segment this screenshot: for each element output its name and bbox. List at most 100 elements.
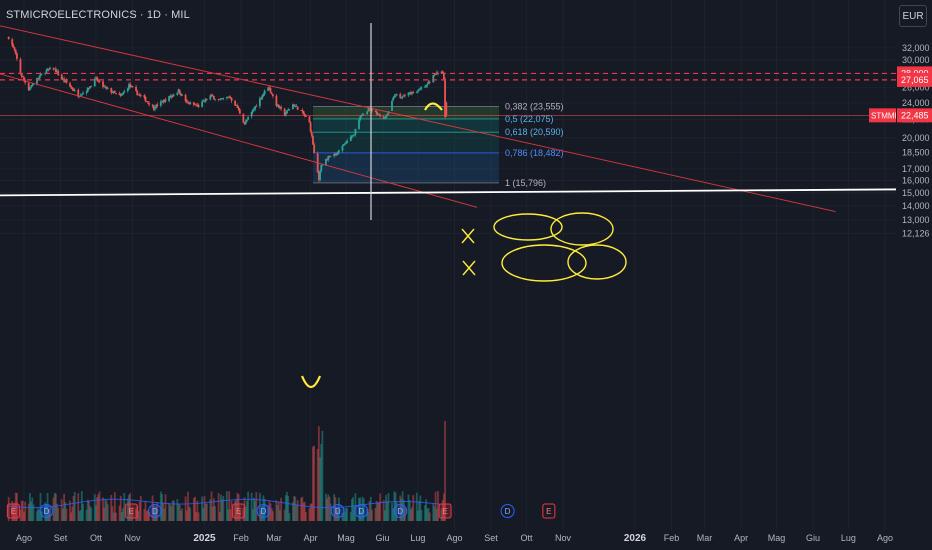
candle-body <box>148 103 150 105</box>
volume-bar <box>144 501 147 521</box>
volume-bar <box>195 511 198 521</box>
volume-bar <box>371 509 373 521</box>
candle-body <box>12 45 15 48</box>
candle-body <box>312 135 314 145</box>
volume-bar <box>294 496 297 521</box>
candle-body <box>415 91 418 93</box>
event-marker-label: E <box>11 507 16 516</box>
volume-bar <box>400 498 403 521</box>
volume-bar <box>80 491 83 521</box>
candle-body <box>334 154 337 156</box>
x-axis[interactable]: Ago Set Ott Nov 2025 Feb Mar Apr Mag Giu Lug Ago Set… <box>0 530 932 550</box>
candle-body <box>146 101 149 103</box>
volume-bar <box>359 497 362 521</box>
volume-bar <box>418 501 421 521</box>
volume-bar <box>104 499 107 521</box>
candle-body <box>333 154 336 157</box>
volume-bar <box>37 508 40 521</box>
volume-bar <box>425 499 428 521</box>
candle-body <box>102 81 104 87</box>
candle-body <box>262 93 265 97</box>
volume-bar <box>222 496 225 521</box>
candle-body <box>137 94 140 96</box>
candle-body <box>269 88 272 93</box>
candle-body <box>129 83 132 87</box>
volume-bar <box>95 505 97 521</box>
volume-bar <box>138 501 141 521</box>
x-tick-label: Ago <box>446 533 462 543</box>
volume-bar <box>79 510 82 521</box>
volume-bar <box>130 510 133 521</box>
level-price-badge <box>897 72 932 87</box>
volume-bar <box>420 509 423 521</box>
candle-body <box>444 78 446 118</box>
volume-bar <box>393 491 396 521</box>
volume-bar <box>205 503 208 521</box>
volume-bar <box>341 512 344 521</box>
candle-body <box>283 108 286 116</box>
candle-body <box>401 96 404 98</box>
candle-body <box>235 105 238 106</box>
volume-bar <box>320 443 323 521</box>
volume-bar <box>404 508 406 521</box>
volume-bar <box>203 495 206 521</box>
volume-bar <box>329 503 332 521</box>
candle-body <box>238 109 241 114</box>
y-tick-label: 32,000 <box>902 43 930 53</box>
volume-bar <box>302 502 305 521</box>
volume-bar <box>234 501 237 521</box>
candle-body <box>304 116 307 118</box>
fib-level-label: 0,618 (20,590) <box>505 127 564 137</box>
volume-bar <box>270 508 273 521</box>
candle-body <box>181 94 183 96</box>
candle-body <box>341 145 344 151</box>
candle-body <box>49 67 51 70</box>
candle-body <box>169 96 172 98</box>
currency-button[interactable]: EUR <box>899 5 927 27</box>
candle-body <box>170 95 173 98</box>
fib-band <box>313 152 499 183</box>
candle-body <box>23 77 25 80</box>
candle-body <box>300 110 303 111</box>
volume-bar <box>321 430 324 521</box>
candle-body <box>218 98 221 100</box>
volume-bar <box>27 503 30 521</box>
volume-bar <box>338 497 340 521</box>
candle-body <box>371 108 373 111</box>
event-marker-label: E <box>546 507 551 516</box>
candle-body <box>338 150 340 153</box>
volume-bar <box>93 494 96 521</box>
candle-body <box>236 105 239 108</box>
x-tick-label: Ago <box>877 533 893 543</box>
candle-body <box>119 94 122 96</box>
volume-bar <box>237 494 240 521</box>
candle-body <box>343 143 346 145</box>
volume-bar <box>188 506 191 521</box>
volume-bar <box>433 506 436 521</box>
volume-average-line <box>7 498 441 509</box>
candle-body <box>110 88 113 93</box>
x-tick-label: Nov <box>555 533 572 543</box>
candle-body <box>197 104 200 108</box>
volume-bar <box>12 504 15 521</box>
volume-bar <box>113 492 116 521</box>
volume-bar <box>98 491 101 521</box>
candle-body <box>404 95 406 97</box>
candle-body <box>387 111 390 115</box>
volume-bar <box>343 512 346 521</box>
volume-bar <box>172 500 175 521</box>
volume-bar <box>386 501 389 521</box>
candle-body <box>111 92 114 94</box>
volume-bar <box>115 512 117 521</box>
volume-bar <box>385 494 387 521</box>
volume-bar <box>103 507 106 521</box>
volume-bar <box>72 495 75 521</box>
candle-body <box>73 90 76 91</box>
candle-body <box>426 84 429 86</box>
candle-body <box>171 95 174 97</box>
volume-bar <box>286 491 288 521</box>
candle-body <box>155 104 157 109</box>
